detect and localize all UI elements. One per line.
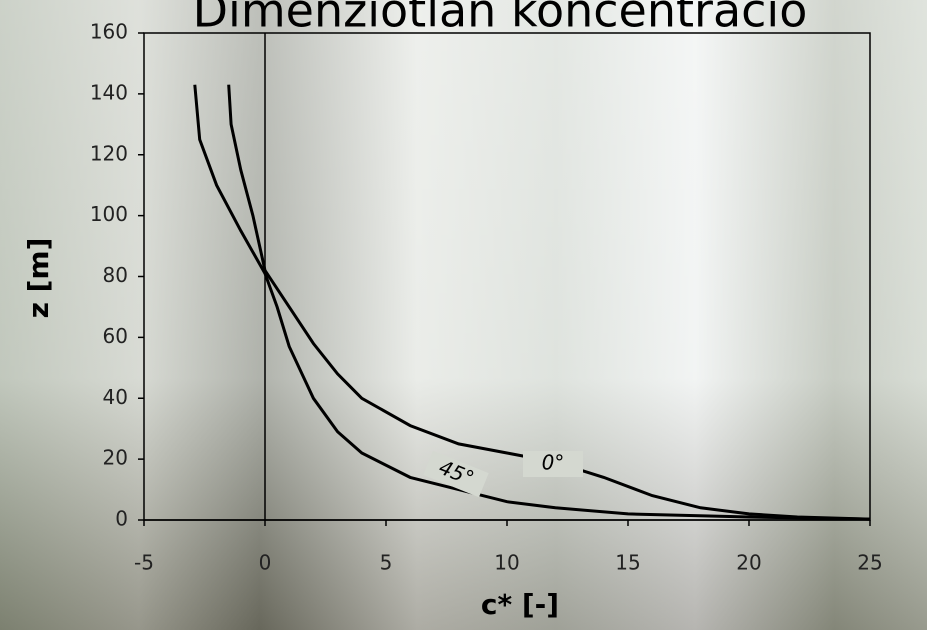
- y-tick-label: 80: [103, 263, 128, 287]
- series-label: 0°: [542, 451, 565, 475]
- y-tick-label: 40: [103, 385, 128, 409]
- plot-frame: [144, 33, 870, 520]
- chart: Dimenziótlan koncentráció c* [-] z [m] 0…: [0, 0, 927, 630]
- y-tick-label: 160: [90, 20, 128, 44]
- y-tick-label: 140: [90, 80, 128, 104]
- x-tick-label: -5: [134, 551, 154, 575]
- x-tick-label: 25: [857, 551, 882, 575]
- x-tick-label: 15: [615, 551, 640, 575]
- y-tick-label: 20: [103, 446, 128, 470]
- x-tick-label: 10: [494, 551, 519, 575]
- x-tick-label: 0: [259, 551, 272, 575]
- y-tick-label: 120: [90, 141, 128, 165]
- chart-title: Dimenziótlan koncentráció: [193, 0, 808, 38]
- y-tick-label: 0: [115, 507, 128, 531]
- y-tick-label: 60: [103, 324, 128, 348]
- y-tick-label: 100: [90, 202, 128, 226]
- x-axis-label: c* [-]: [481, 588, 559, 621]
- y-axis-label: z [m]: [22, 238, 55, 319]
- x-tick-label: 20: [736, 551, 761, 575]
- x-tick-label: 5: [380, 551, 393, 575]
